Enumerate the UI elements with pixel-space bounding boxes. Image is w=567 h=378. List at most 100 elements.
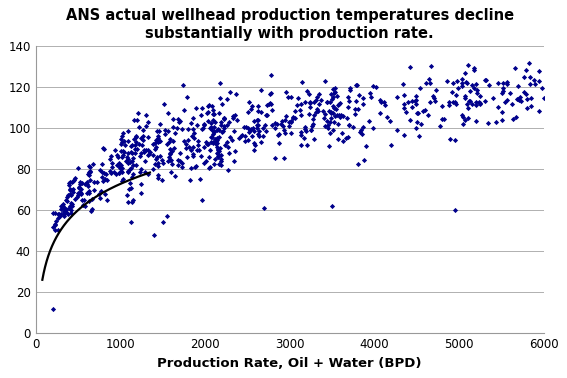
Point xyxy=(467,101,476,107)
Point xyxy=(75,181,84,187)
Point xyxy=(253,108,263,114)
Point xyxy=(325,119,335,125)
Point xyxy=(223,167,232,173)
Point xyxy=(332,93,341,99)
Point xyxy=(53,211,62,217)
Point xyxy=(247,125,256,132)
Point xyxy=(150,146,159,152)
Point xyxy=(297,79,306,85)
Point xyxy=(198,126,207,132)
Point xyxy=(345,85,354,91)
Point xyxy=(513,96,522,102)
Point xyxy=(427,63,436,69)
Point xyxy=(138,133,147,139)
Point xyxy=(192,105,201,111)
Point xyxy=(84,198,93,204)
Point xyxy=(356,127,365,133)
Point xyxy=(193,142,202,148)
Point xyxy=(219,123,229,129)
Point xyxy=(357,131,366,137)
Point xyxy=(120,138,129,144)
Point xyxy=(331,89,340,95)
Point xyxy=(220,125,229,131)
Point xyxy=(242,124,251,130)
Point xyxy=(197,105,206,111)
Point xyxy=(119,130,128,136)
Point xyxy=(76,190,85,196)
Point xyxy=(169,124,178,130)
Point xyxy=(83,179,92,185)
Point xyxy=(151,140,160,146)
Point xyxy=(467,82,476,88)
Point xyxy=(188,151,197,157)
Point xyxy=(214,148,223,154)
Point xyxy=(344,122,353,128)
Point xyxy=(84,171,93,177)
Point xyxy=(128,162,137,168)
Point xyxy=(62,194,71,200)
Point xyxy=(121,158,130,164)
Point xyxy=(502,81,511,87)
Point xyxy=(435,124,445,130)
Point xyxy=(181,141,191,147)
Point xyxy=(127,149,136,155)
Point xyxy=(170,173,179,179)
Point xyxy=(113,162,122,168)
Point xyxy=(131,133,140,139)
Point xyxy=(192,163,201,169)
Point xyxy=(308,116,318,122)
Point xyxy=(149,166,158,172)
Point xyxy=(231,112,240,118)
Point xyxy=(359,157,368,163)
Point xyxy=(376,110,385,116)
Point xyxy=(290,108,299,114)
Point xyxy=(124,150,133,156)
Point xyxy=(112,171,121,177)
Point xyxy=(257,139,266,145)
Point xyxy=(174,116,183,122)
Point xyxy=(335,114,344,120)
Point xyxy=(133,146,142,152)
Point xyxy=(268,122,277,128)
Point xyxy=(475,99,484,105)
Point xyxy=(216,156,225,162)
Point xyxy=(393,94,402,100)
Point xyxy=(213,147,222,153)
Point xyxy=(255,133,264,139)
Point xyxy=(447,89,456,95)
Point xyxy=(443,78,452,84)
Point xyxy=(481,77,490,83)
Point xyxy=(286,118,295,124)
Point xyxy=(240,138,249,144)
Point xyxy=(302,141,311,147)
X-axis label: Production Rate, Oil + Water (BPD): Production Rate, Oil + Water (BPD) xyxy=(158,357,422,370)
Point xyxy=(302,88,311,94)
Point xyxy=(140,169,149,175)
Point xyxy=(173,162,182,168)
Point xyxy=(166,156,175,163)
Point xyxy=(216,95,225,101)
Point xyxy=(70,197,79,203)
Point xyxy=(182,153,191,160)
Point xyxy=(159,160,168,166)
Point xyxy=(208,111,217,117)
Point xyxy=(128,142,137,148)
Point xyxy=(240,124,249,130)
Point xyxy=(123,160,132,166)
Point xyxy=(344,94,353,100)
Point xyxy=(344,98,353,104)
Point xyxy=(215,127,224,133)
Point xyxy=(253,103,262,109)
Point xyxy=(188,152,197,158)
Point xyxy=(316,97,325,103)
Point xyxy=(208,127,217,133)
Point xyxy=(107,153,116,159)
Point xyxy=(136,190,145,196)
Point xyxy=(261,128,270,134)
Point xyxy=(49,209,58,215)
Point xyxy=(207,124,216,130)
Point xyxy=(310,112,319,118)
Point xyxy=(213,151,222,157)
Point xyxy=(297,142,306,148)
Point xyxy=(189,135,198,141)
